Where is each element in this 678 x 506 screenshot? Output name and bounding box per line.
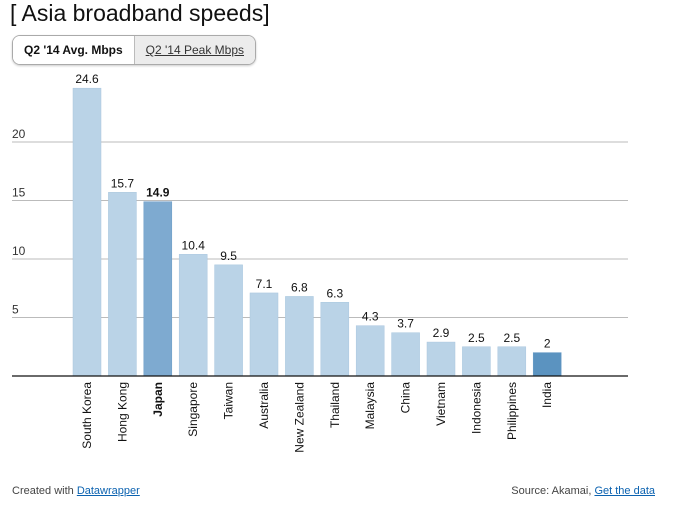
bar-australia [249, 292, 279, 377]
bar-new-zealand [285, 296, 314, 377]
data-label: 6.8 [291, 280, 308, 294]
source-text: Source: Akamai, [511, 485, 595, 497]
data-label: 3.7 [397, 317, 414, 331]
x-tick-label: Japan [151, 382, 165, 417]
data-label: 14.9 [146, 186, 170, 200]
x-tick-label: Singapore [186, 382, 200, 437]
x-tick-label: Hong Kong [115, 382, 129, 442]
y-tick-label: 15 [12, 186, 26, 200]
y-tick-label: 5 [12, 303, 19, 317]
bar-singapore [178, 254, 208, 377]
footer-source: Source: Akamai, Get the data [511, 485, 655, 497]
data-label: 2.5 [503, 331, 520, 345]
bar-chart: 5 10 15 20 24.6 South Korea 15.7 Hong Kong 14.9 J… [12, 72, 628, 453]
bar-south-korea [72, 87, 102, 377]
y-tick-label: 10 [12, 244, 26, 258]
tab-avg-mbps[interactable]: Q2 '14 Avg. Mbps [13, 36, 134, 64]
data-label: 10.4 [182, 238, 206, 252]
datawrapper-link[interactable]: Datawrapper [76, 485, 140, 497]
data-label: 2.9 [433, 326, 450, 340]
data-label: 15.7 [111, 176, 135, 190]
data-label: 2.5 [468, 331, 485, 345]
dataset-tabs: Q2 '14 Avg. Mbps Q2 '14 Peak Mbps [12, 35, 256, 65]
data-label: 24.6 [75, 72, 99, 86]
bar-india [532, 352, 562, 377]
bar-malaysia [355, 325, 385, 377]
x-tick-label: Taiwan [222, 382, 236, 419]
y-tick-label: 20 [12, 127, 26, 141]
x-tick-label: New Zealand [292, 382, 306, 453]
x-tick-label: Philippines [505, 382, 519, 440]
x-tick-label: Indonesia [469, 382, 483, 434]
data-label: 2 [544, 337, 551, 351]
x-tick-label: India [540, 382, 554, 408]
bar-vietnam [426, 341, 456, 377]
x-tick-label: Vietnam [434, 382, 448, 426]
bar-thailand [320, 302, 350, 377]
tab-peak-mbps[interactable]: Q2 '14 Peak Mbps [133, 36, 255, 64]
bar-japan [143, 201, 173, 377]
x-tick-label: China [399, 382, 413, 414]
x-tick-label: Australia [257, 382, 271, 429]
footer-credit: Created with Datawrapper [12, 485, 140, 497]
chart-title: [ Asia broadband speeds] [10, 0, 270, 26]
get-data-link[interactable]: Get the data [594, 485, 655, 497]
data-label: 6.3 [326, 286, 343, 300]
bar-hong-kong [108, 192, 137, 377]
data-label: 4.3 [362, 310, 379, 324]
data-label: 7.1 [256, 277, 273, 291]
bar-indonesia [462, 346, 491, 377]
data-label: 9.5 [220, 249, 237, 263]
x-tick-label: South Korea [80, 382, 94, 449]
x-tick-label: Malaysia [363, 382, 377, 430]
bar-taiwan [214, 264, 243, 377]
credit-text: Created with [12, 485, 77, 497]
bar-philippines [497, 346, 527, 377]
x-tick-label: Thailand [328, 382, 342, 428]
bar-china [391, 332, 420, 377]
